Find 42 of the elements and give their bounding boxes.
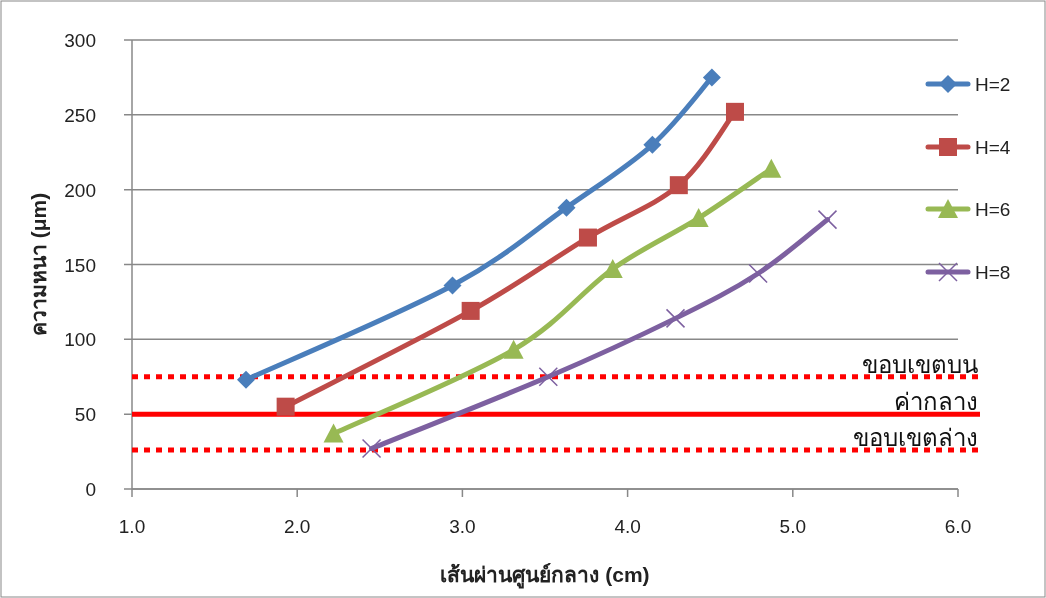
point xyxy=(503,339,524,359)
ref-line-label: ค่ากลาง xyxy=(894,388,978,416)
point xyxy=(688,208,709,228)
point xyxy=(236,370,255,389)
y-tick-label: 200 xyxy=(64,179,96,201)
point xyxy=(461,301,480,320)
point xyxy=(725,102,744,121)
y-tick-label: 300 xyxy=(64,30,96,51)
y-tick-label: 250 xyxy=(64,104,96,126)
x-axis-title: เส้นผ่านศูนย์กลาง (cm) xyxy=(440,563,650,589)
y-tick-label: 0 xyxy=(85,479,96,500)
point xyxy=(578,228,597,247)
point xyxy=(361,438,382,459)
x-tick-label: 5.0 xyxy=(779,516,807,537)
legend-label: H=6 xyxy=(975,199,1011,220)
x-tick-label: 2.0 xyxy=(283,516,311,537)
y-axis-title: ความหนา (μm) xyxy=(27,192,50,337)
legend-label: H=2 xyxy=(975,74,1011,95)
ref-line-label: ขอบเขตบน xyxy=(862,350,978,378)
point xyxy=(817,209,838,230)
point xyxy=(669,176,688,195)
legend-label: H=8 xyxy=(975,262,1011,283)
point xyxy=(643,135,662,154)
point xyxy=(323,423,344,443)
point xyxy=(602,258,623,278)
x-tick-label: 6.0 xyxy=(944,516,972,537)
point xyxy=(557,198,576,217)
point xyxy=(665,308,686,329)
x-tick-label: 3.0 xyxy=(449,516,476,537)
point xyxy=(538,367,559,387)
legend-label: H=4 xyxy=(975,137,1011,158)
y-tick-label: 50 xyxy=(74,404,96,426)
point xyxy=(761,158,782,178)
x-tick-label: 4.0 xyxy=(614,516,641,537)
point xyxy=(443,276,462,295)
x-tick-label: 1.0 xyxy=(118,516,146,537)
y-tick-label: 150 xyxy=(64,254,96,276)
y-tick-label: 100 xyxy=(64,329,96,351)
ref-line-label: ขอบเขตล่าง xyxy=(853,424,978,452)
point xyxy=(748,263,768,284)
point xyxy=(702,68,721,87)
point xyxy=(276,397,295,416)
